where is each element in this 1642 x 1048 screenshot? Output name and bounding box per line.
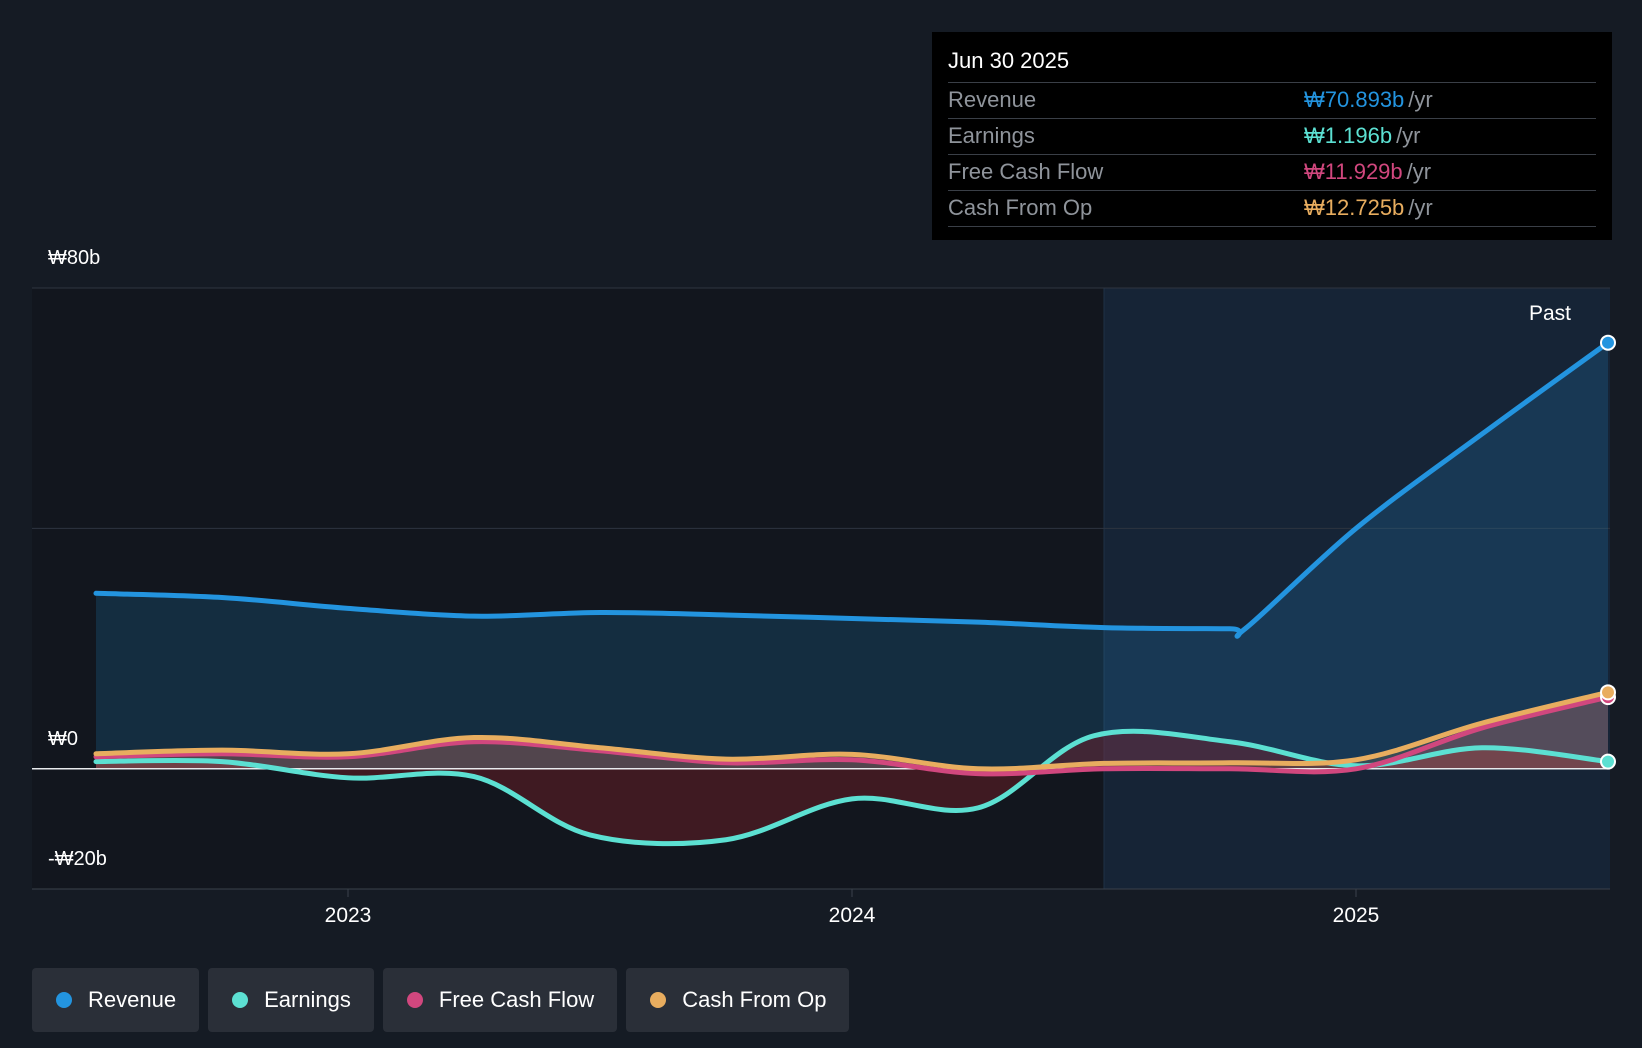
tooltip-value: ₩11.929b [1304,159,1403,184]
tooltip-value: ₩70.893b [1304,87,1405,112]
past-region-label: Past [1529,302,1571,325]
series-area-cash-from-op [96,692,1608,770]
tooltip-row-earnings: Earnings ₩1.196b/yr [948,119,1596,155]
tooltip: Jun 30 2025 Revenue ₩70.893b/yr Earnings… [932,32,1612,240]
tooltip-label: Cash From Op [948,195,1093,220]
y-tick-label: ₩0 [48,728,78,750]
series-line-earnings [93,728,1611,847]
legend-dot-icon [232,992,249,1008]
end-marker-revenue [1600,334,1616,351]
tooltip-row-free-cash-flow: Free Cash Flow ₩11.929b/yr [948,155,1596,191]
y-tick-label: -₩20b [48,848,107,870]
tooltip-row-cash-from-op: Cash From Op ₩12.725b/yr [948,191,1596,227]
series-line-cash-from-op [93,689,1611,772]
legend-label: Earnings [264,987,351,1012]
legend-label: Revenue [88,987,177,1012]
past-region [1104,288,1610,889]
tooltip-value: ₩12.725b [1304,195,1405,220]
end-marker-cash-from-op [1600,684,1616,701]
tooltip-date: Jun 30 2025 [948,46,1596,83]
tooltip-value: ₩1.196b [1304,123,1393,148]
legend-label: Free Cash Flow [438,987,595,1012]
tooltip-value-wrap: ₩1.196b/yr [1304,119,1421,153]
y-tick-label: ₩80b [48,247,100,269]
tooltip-value-wrap: ₩11.929b/yr [1304,155,1431,189]
end-marker-earnings [1600,753,1616,770]
legend-dot-icon [406,992,423,1008]
tooltip-label: Free Cash Flow [948,159,1104,184]
series-area-revenue [96,342,1608,769]
legend-item-cash-from-op[interactable]: Cash From Op [626,968,850,1032]
tooltip-unit: /yr [1396,123,1421,148]
x-tick-label: 2023 [325,904,372,927]
legend-label: Cash From Op [682,987,827,1012]
tooltip-unit: /yr [1408,195,1433,220]
tooltip-unit: /yr [1408,87,1433,112]
tooltip-label: Revenue [948,87,1037,112]
plot-background [32,288,1104,889]
legend-item-revenue[interactable]: Revenue [32,968,200,1032]
tooltip-value-wrap: ₩12.725b/yr [1304,191,1433,225]
series-area-earnings [96,731,1608,844]
legend-item-earnings[interactable]: Earnings [208,968,374,1032]
series-area-free-cash-flow [96,697,1608,774]
tooltip-label: Earnings [948,123,1035,148]
legend-dot-icon [650,992,667,1008]
tooltip-unit: /yr [1406,159,1432,184]
series-line-free-cash-flow [93,694,1611,777]
legend-dot-icon [56,992,72,1008]
legend: Revenue Earnings Free Cash Flow Cash Fro… [32,968,850,1032]
legend-item-free-cash-flow[interactable]: Free Cash Flow [382,968,618,1032]
x-tick-label: 2024 [829,904,876,927]
series-line-revenue [93,340,1611,639]
tooltip-value-wrap: ₩70.893b/yr [1304,83,1433,117]
tooltip-row-revenue: Revenue ₩70.893b/yr [948,83,1596,119]
x-tick-label: 2025 [1333,904,1380,927]
